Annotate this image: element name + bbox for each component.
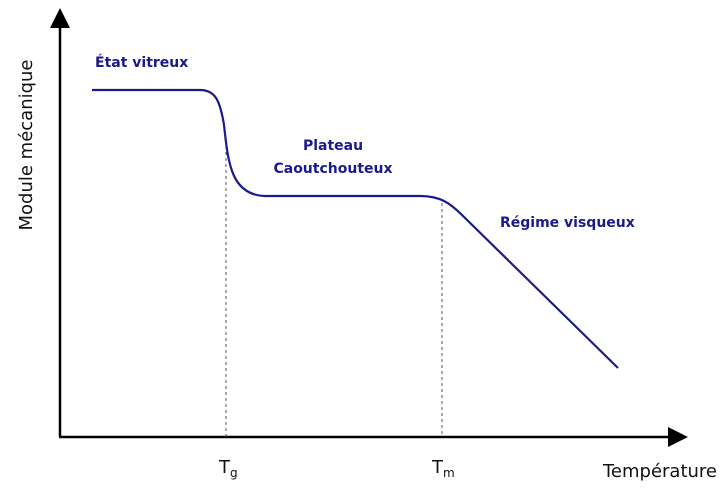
- marker-subscript: g: [230, 466, 238, 480]
- marker-symbol: T: [431, 457, 444, 478]
- region-label: Plateau: [303, 138, 363, 154]
- marker-label: Tm: [431, 457, 455, 480]
- region-label: Caoutchouteux: [273, 161, 392, 177]
- marker-symbol: T: [218, 457, 231, 478]
- modulus-curve: [92, 88, 619, 369]
- region-label: État vitreux: [95, 54, 188, 71]
- x-axis-label: Température: [602, 461, 717, 482]
- region-label: Régime visqueux: [500, 215, 635, 231]
- marker-label: Tg: [218, 457, 238, 480]
- marker-subscript: m: [443, 466, 455, 480]
- y-axis-label: Module mécanique: [16, 59, 37, 230]
